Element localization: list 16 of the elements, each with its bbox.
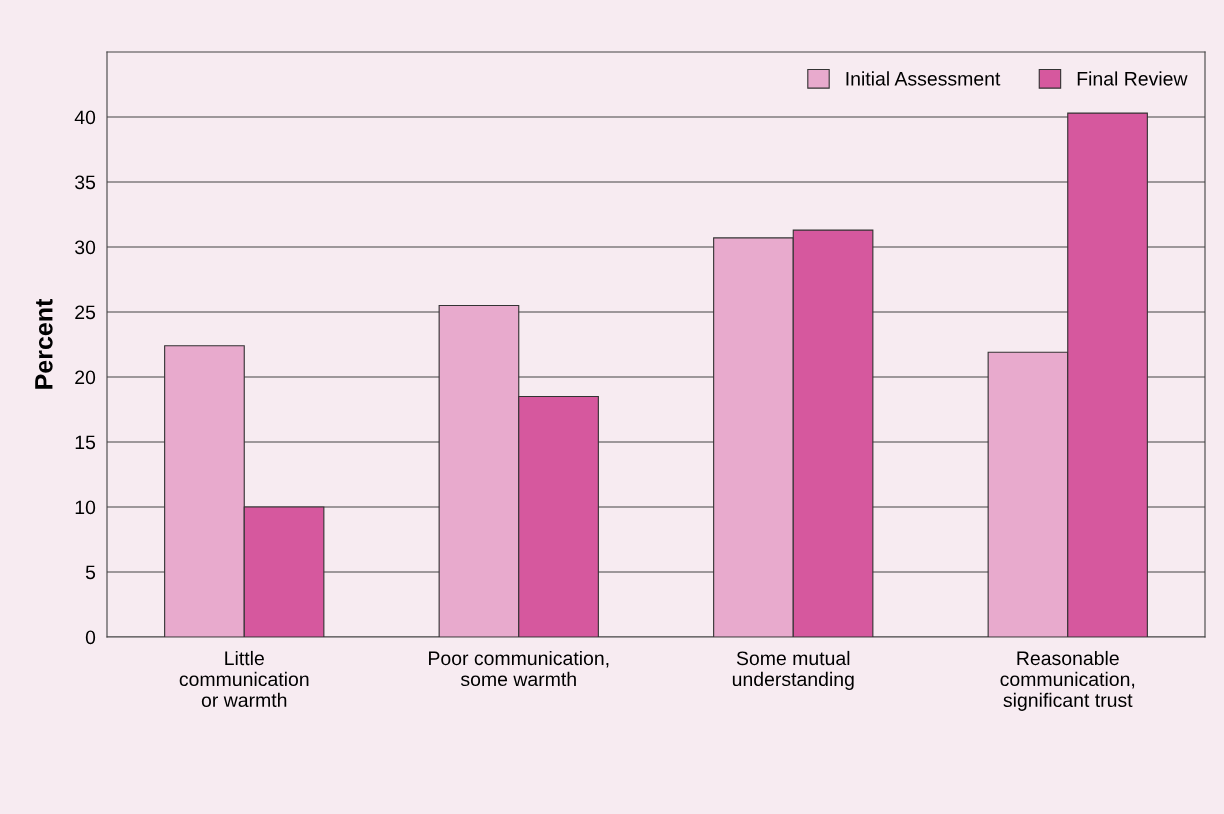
y-tick-label: 0 — [85, 630, 96, 645]
y-tick-label: 40 — [74, 110, 96, 125]
y-tick-label: 10 — [75, 500, 96, 515]
x-tick-label: Reasonable communication, significant trust — [1000, 650, 1135, 711]
y-tick-label: 15 — [75, 435, 96, 450]
y-tick-label: 25 — [75, 305, 96, 320]
y-tick-label: 5 — [85, 565, 96, 580]
x-tick-label: Some mutual understanding — [732, 650, 854, 690]
x-tick-label: Little communication or warmth — [179, 650, 309, 708]
x-tick-label: Poor communication, some warmth — [429, 650, 609, 687]
legend-label: Initial Assessment — [846, 71, 1001, 86]
y-tick-label: 35 — [75, 175, 96, 190]
y-tick-label: 20 — [75, 370, 96, 385]
y-tick-label: 30 — [75, 240, 96, 255]
y-axis-title: Percent — [35, 298, 53, 389]
legend-label: Final Review — [1077, 71, 1188, 86]
